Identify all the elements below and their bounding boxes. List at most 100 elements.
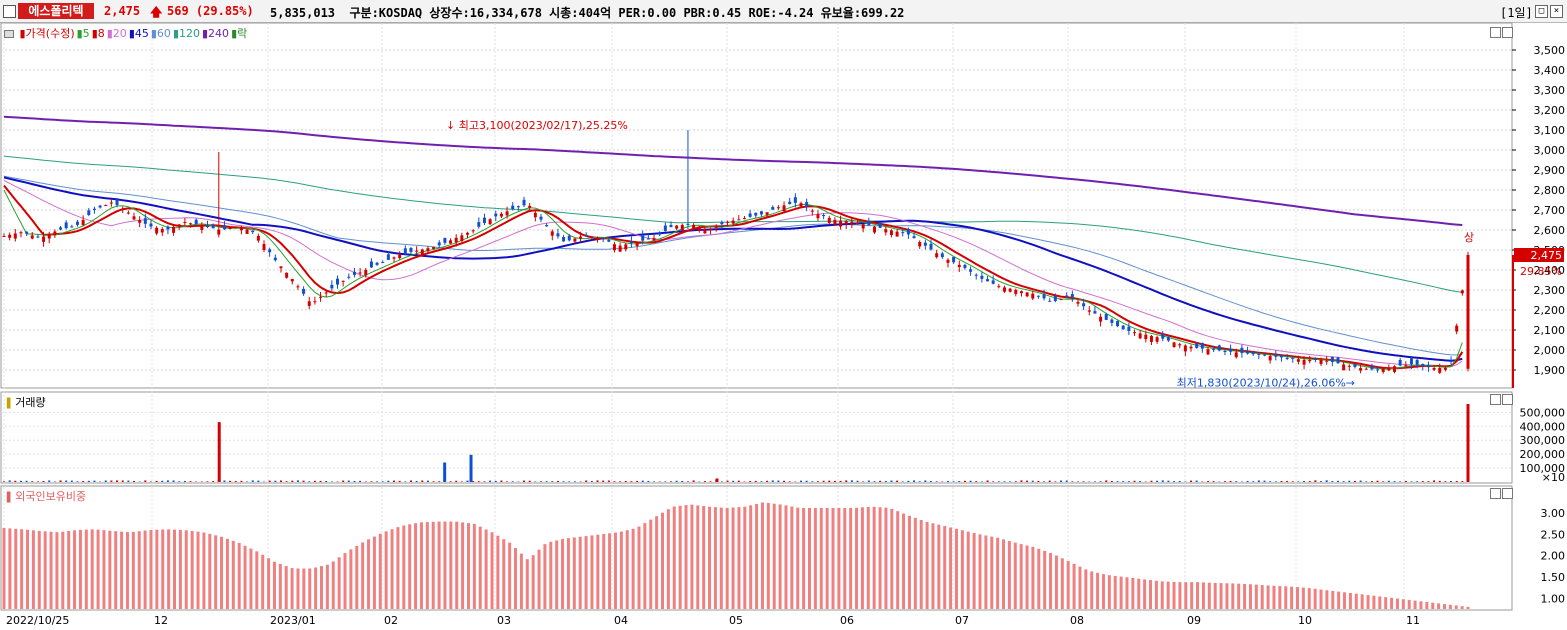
candle-body	[658, 233, 662, 235]
foreign-ratio-bar	[1184, 582, 1188, 609]
volume-bar	[596, 480, 599, 482]
volume-bar	[709, 481, 712, 482]
foreign-ratio-bar	[1413, 600, 1417, 609]
volume-tick-label: 100,000	[1520, 462, 1566, 475]
price-panel-minimize-icon[interactable]	[1490, 27, 1501, 38]
volume-bar	[1297, 481, 1300, 482]
candle-body	[522, 199, 526, 206]
candle-body	[1217, 345, 1221, 351]
volume-bar	[568, 481, 571, 482]
candle-body	[30, 235, 34, 239]
candle-body	[87, 210, 91, 215]
legend-item[interactable]: ▮45	[128, 27, 149, 40]
candle-body	[714, 226, 718, 228]
volume-bar	[313, 480, 316, 482]
volume-bar	[975, 481, 978, 482]
volume-bar	[93, 480, 96, 482]
candle-body	[1376, 369, 1380, 371]
candle-body	[1059, 299, 1063, 301]
foreign-ratio-bar	[384, 531, 388, 609]
candle-body	[1370, 366, 1374, 370]
foreign-ratio-bar	[173, 529, 177, 609]
candle-body	[1432, 368, 1436, 370]
ma240-line	[3, 115, 1463, 226]
stock-name-badge[interactable]: 에스폴리텍	[18, 3, 94, 19]
foreign-ratio-bar	[214, 535, 218, 609]
foreign-ratio-bar	[1425, 602, 1429, 609]
volume-bar	[681, 480, 684, 482]
candle-body	[358, 272, 362, 274]
legend-item[interactable]: ▮8	[91, 27, 105, 40]
candle-body	[1319, 360, 1323, 364]
volume-bar	[36, 481, 39, 482]
volume-bar	[1359, 480, 1362, 482]
x-axis-label: 08	[1070, 614, 1084, 627]
volume-bar	[850, 480, 853, 482]
candle-body	[1121, 325, 1125, 330]
volume-panel-minimize-icon[interactable]	[1490, 394, 1501, 405]
foreign-panel-maximize-icon[interactable]	[1502, 488, 1513, 499]
volume-value: 5,835,013	[270, 6, 336, 20]
volume-bar	[1303, 481, 1306, 482]
volume-bar	[500, 480, 503, 482]
foreign-ratio-bar	[519, 553, 523, 609]
foreign-ratio-bar	[496, 535, 500, 609]
candle-body	[36, 236, 40, 238]
candle-body	[59, 227, 63, 230]
select-checkbox[interactable]	[3, 5, 16, 18]
volume-bar	[720, 481, 723, 482]
candle-body	[867, 220, 871, 226]
restore-icon[interactable]: □	[1535, 5, 1548, 18]
close-icon[interactable]: ×	[1550, 5, 1563, 18]
foreign-ratio-bar	[102, 530, 106, 609]
volume-bar	[1416, 481, 1419, 482]
candle-body	[319, 296, 323, 298]
legend-item[interactable]: ▮240	[202, 27, 230, 40]
volume-bar	[121, 480, 124, 482]
volume-marker-icon: ❚	[4, 396, 14, 409]
legend-item[interactable]: ▮가격(수정)	[19, 27, 75, 40]
volume-panel-maximize-icon[interactable]	[1502, 394, 1513, 405]
candle-body	[1082, 303, 1086, 307]
volume-bar	[404, 481, 407, 482]
period-selector[interactable]: [1일]	[1500, 6, 1533, 20]
legend-item[interactable]: ▮5	[76, 27, 90, 40]
candle-body	[347, 276, 351, 278]
candle-body	[160, 229, 164, 233]
foreign-ratio-bar	[766, 503, 770, 609]
foreign-ratio-bar	[825, 507, 829, 609]
x-axis-label: 03	[497, 614, 511, 627]
candle-body	[335, 278, 339, 285]
volume-bar	[630, 481, 633, 482]
volume-bar	[997, 481, 1000, 482]
volume-bar	[82, 481, 85, 482]
foreign-panel-minimize-icon[interactable]	[1490, 488, 1501, 499]
volume-spike-bar	[217, 422, 221, 482]
volume-bar	[285, 481, 288, 482]
candle-body	[1161, 333, 1165, 339]
volume-bar	[506, 481, 509, 482]
volume-bar	[1438, 480, 1441, 482]
candle-body	[539, 216, 543, 220]
candle-body	[1438, 368, 1442, 373]
legend-item[interactable]: ▮120	[172, 27, 200, 40]
foreign-ratio-bar	[860, 507, 864, 609]
legend-item[interactable]: ▮20	[106, 27, 127, 40]
candle-body	[1172, 342, 1176, 347]
candle-body	[1393, 366, 1397, 372]
panel-collapse-icon[interactable]	[4, 30, 14, 38]
legend-item[interactable]: ▮락	[231, 27, 248, 40]
volume-bar	[963, 480, 966, 482]
price-panel-maximize-icon[interactable]	[1502, 27, 1513, 38]
foreign-ratio-bar	[267, 558, 271, 609]
candle-body	[771, 207, 775, 210]
candle-body	[629, 241, 633, 244]
candle-body	[1421, 363, 1425, 366]
volume-bar	[189, 481, 192, 482]
volume-bar	[1246, 480, 1249, 482]
volume-bar	[1223, 481, 1226, 482]
legend-item[interactable]: ▮60	[150, 27, 171, 40]
candle-body	[454, 237, 458, 243]
candle-body	[1076, 301, 1080, 304]
